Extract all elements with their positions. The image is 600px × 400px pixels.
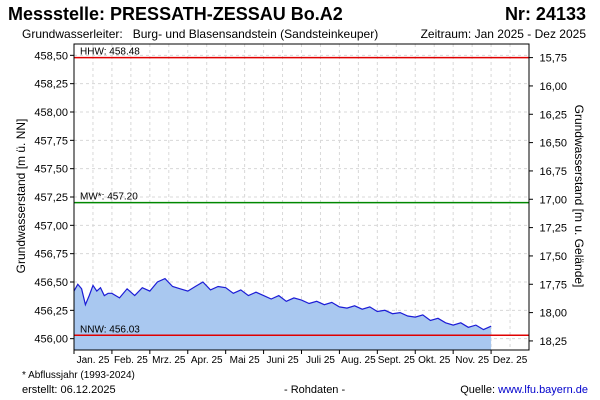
- x-tick-label: Okt. 25: [418, 355, 451, 366]
- x-tick-label: Aug. 25: [341, 355, 376, 366]
- y-axis-label-left: Grundwasserstand [m ü. NN]: [14, 119, 28, 274]
- x-tick-label: Dez. 25: [493, 355, 528, 366]
- left-tick-label: 457,25: [34, 192, 68, 204]
- reference-label: MW*: 457.20: [80, 192, 138, 203]
- right-tick-label: 18,00: [539, 308, 567, 320]
- x-tick-label: Mrz. 25: [152, 355, 186, 366]
- right-tick-label: 15,75: [539, 53, 567, 65]
- left-tick-label: 457,00: [34, 220, 68, 232]
- x-tick-label: Juni 25: [266, 355, 299, 366]
- x-tick-label: Jan. 25: [77, 355, 110, 366]
- source-info: Quelle: www.lfu.bayern.de: [460, 384, 588, 396]
- left-tick-label: 456,25: [34, 305, 68, 317]
- x-tick-label: Nov. 25: [455, 355, 489, 366]
- left-axis: 458,50 458,25 458,00 457,75 457,50 457,25 457,…: [34, 50, 74, 346]
- left-tick-label: 457,50: [34, 164, 68, 176]
- left-tick-label: 456,75: [34, 249, 68, 261]
- aquifer-value: Burg- und Blasensandstein (Sandsteinkeup…: [132, 27, 379, 41]
- reference-label: HHW: 458.48: [80, 47, 140, 58]
- station-number: Nr: 24133: [504, 4, 586, 24]
- right-tick-label: 17,75: [539, 279, 567, 291]
- area-layer: [73, 277, 492, 350]
- source-link[interactable]: www.lfu.bayern.de: [498, 384, 588, 396]
- x-tick-label: Juli 25: [306, 355, 335, 366]
- right-axis: 15,75 16,00 16,25 16,50 16,75 17,00 17,25 17,50…: [529, 53, 567, 348]
- right-tick-label: 18,25: [539, 336, 567, 348]
- right-tick-label: 17,25: [539, 223, 567, 235]
- y-axis-label-right: Grundwasserstand [m u. Gelände]: [572, 105, 586, 288]
- created-date: erstellt: 06.12.2025: [22, 384, 116, 396]
- station-title: Messstelle: PRESSATH-ZESSAU Bo.A2: [8, 4, 343, 24]
- x-tick-label: Apr. 25: [191, 355, 223, 366]
- reference-label: NNW: 456.03: [80, 324, 140, 335]
- left-tick-label: 456,00: [34, 334, 68, 346]
- right-tick-label: 16,50: [539, 138, 567, 150]
- water-level-line: [73, 277, 492, 331]
- left-tick-label: 458,00: [34, 107, 68, 119]
- x-tick-label: Mai 25: [230, 355, 260, 366]
- right-tick-label: 16,00: [539, 81, 567, 93]
- aquifer-info: Grundwasserleiter: Burg- und Blasensandst…: [22, 27, 378, 41]
- right-tick-label: 16,25: [539, 109, 567, 121]
- left-tick-label: 457,75: [34, 135, 68, 147]
- source-label: Quelle:: [460, 384, 499, 396]
- x-tick-label: Sept. 25: [378, 355, 416, 366]
- left-tick-label: 458,50: [34, 50, 68, 62]
- x-tick-label: Feb. 25: [114, 355, 148, 366]
- period-label: Zeitraum: Jan 2025 - Dez 2025: [420, 27, 586, 41]
- right-tick-label: 17,00: [539, 194, 567, 206]
- right-tick-label: 17,50: [539, 251, 567, 263]
- reference-lines: HHW: 458.48 MW*: 457.20 NNW: 456.03: [74, 47, 529, 337]
- water-level-area: [74, 278, 492, 350]
- left-tick-label: 458,25: [34, 79, 68, 91]
- footnote: * Abflussjahr (1993-2024): [22, 370, 135, 381]
- aquifer-label: Grundwasserleiter:: [22, 27, 123, 41]
- raw-data-note: - Rohdaten -: [284, 384, 346, 396]
- left-tick-label: 456,50: [34, 277, 68, 289]
- x-axis: Jan. 25 Feb. 25 Mrz. 25 Apr. 25 Mai 25 Juni 2…: [73, 350, 528, 366]
- right-tick-label: 16,75: [539, 166, 567, 178]
